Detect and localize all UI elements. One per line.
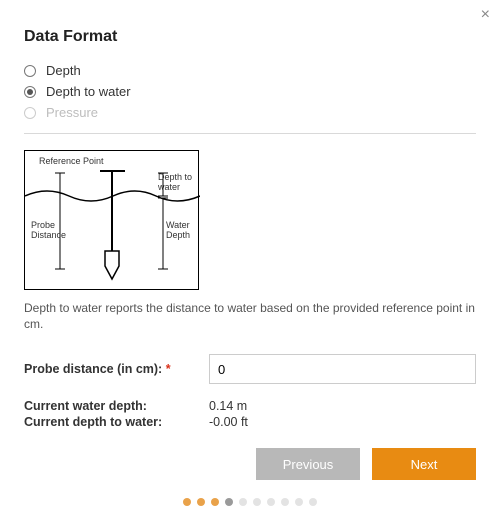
radio-depth[interactable]: Depth: [24, 60, 476, 81]
depth-diagram: Reference Point Depth to water Probe Dis…: [24, 150, 199, 290]
current-water-depth-value: 0.14 m: [209, 399, 247, 413]
divider: [24, 133, 476, 134]
radio-icon: [24, 107, 36, 119]
diagram-label-depth-to-water: Depth to water: [158, 173, 192, 193]
diagram-label-water-depth: Water Depth: [166, 221, 190, 241]
radio-icon: [24, 86, 36, 98]
radio-depth-to-water[interactable]: Depth to water: [24, 81, 476, 102]
close-icon[interactable]: ×: [481, 6, 490, 24]
progress-dot[interactable]: [239, 498, 247, 506]
diagram-label-reference-point: Reference Point: [39, 157, 104, 167]
radio-label: Depth: [46, 63, 81, 78]
previous-button[interactable]: Previous: [256, 448, 360, 480]
probe-distance-label: Probe distance (in cm): *: [24, 362, 209, 376]
current-depth-to-water-label: Current depth to water:: [24, 415, 209, 429]
progress-dot[interactable]: [183, 498, 191, 506]
next-button[interactable]: Next: [372, 448, 476, 480]
progress-dot[interactable]: [309, 498, 317, 506]
radio-pressure: Pressure: [24, 102, 476, 123]
required-marker: *: [166, 362, 171, 376]
progress-dot[interactable]: [281, 498, 289, 506]
progress-dot[interactable]: [267, 498, 275, 506]
current-depth-to-water-value: -0.00 ft: [209, 415, 248, 429]
diagram-label-probe-distance: Probe Distance: [31, 221, 66, 241]
current-water-depth-label: Current water depth:: [24, 399, 209, 413]
progress-dots: [24, 498, 476, 506]
radio-label: Pressure: [46, 105, 98, 120]
current-depth-to-water-row: Current depth to water: -0.00 ft: [24, 414, 476, 430]
progress-dot[interactable]: [211, 498, 219, 506]
probe-distance-input[interactable]: [209, 354, 476, 384]
field-label-text: Probe distance (in cm):: [24, 362, 162, 376]
progress-dot[interactable]: [295, 498, 303, 506]
description-text: Depth to water reports the distance to w…: [24, 300, 476, 332]
probe-distance-field: Probe distance (in cm): *: [24, 354, 476, 384]
page-title: Data Format: [24, 28, 476, 46]
radio-icon: [24, 65, 36, 77]
radio-label: Depth to water: [46, 84, 131, 99]
progress-dot[interactable]: [253, 498, 261, 506]
progress-dot[interactable]: [225, 498, 233, 506]
progress-dot[interactable]: [197, 498, 205, 506]
button-row: Previous Next: [24, 448, 476, 480]
current-water-depth-row: Current water depth: 0.14 m: [24, 398, 476, 414]
data-format-radio-group: Depth Depth to water Pressure: [24, 60, 476, 123]
